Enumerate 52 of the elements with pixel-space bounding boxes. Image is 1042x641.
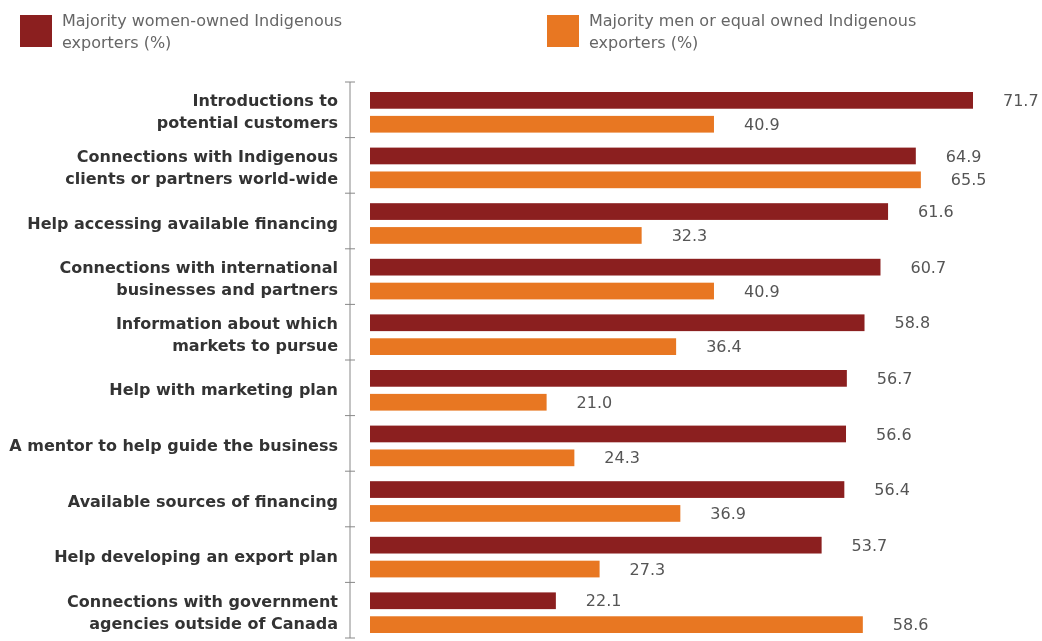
data-label: 36.4	[706, 337, 742, 357]
y-tick-label: Help developing an export plan	[54, 547, 338, 567]
data-label: 65.5	[950, 170, 987, 190]
y-tick-label: Connections with government agencies outside of Canada	[67, 591, 339, 633]
data-label: 56.7	[876, 368, 913, 388]
bar	[370, 616, 863, 633]
data-label: 27.3	[629, 559, 666, 579]
y-tick-label: Connections with international businesses and partners	[59, 258, 338, 300]
data-label: 40.9	[743, 114, 780, 134]
y-tick-label: A mentor to help guide the business	[9, 436, 338, 455]
y-tick-label: Introductions to potential customers	[156, 91, 339, 133]
bar	[370, 481, 845, 498]
bar	[370, 425, 847, 443]
bar	[370, 592, 556, 610]
data-label: 36.9	[710, 504, 746, 524]
bar	[370, 282, 714, 300]
y-tick-label: Available sources of financing	[67, 491, 338, 511]
data-label: 56.6	[876, 424, 912, 444]
data-label: 40.9	[743, 281, 780, 301]
data-label: 56.4	[874, 480, 910, 500]
data-label: 21.0	[576, 392, 613, 412]
data-label: 24.3	[604, 448, 640, 468]
data-label: 71.7	[1003, 90, 1039, 110]
data-label: 58.6	[892, 615, 929, 635]
y-tick-label: Help accessing available financing	[27, 213, 338, 233]
y-tick-label: Help with marketing plan	[109, 380, 338, 400]
y-tick-label: Information about which markets to pursue	[115, 313, 339, 355]
data-label: 32.3	[671, 226, 708, 246]
bar	[370, 115, 714, 133]
bar	[370, 338, 677, 355]
data-label: 53.7	[851, 535, 888, 555]
bar	[370, 449, 575, 467]
data-label: 61.6	[918, 202, 954, 222]
bar	[370, 393, 547, 411]
data-label: 60.7	[910, 257, 947, 277]
bar	[370, 92, 973, 109]
bar	[370, 560, 600, 578]
bar	[370, 314, 865, 332]
data-label: 64.9	[945, 146, 982, 166]
bar	[370, 370, 847, 387]
bar	[370, 536, 822, 554]
data-label: 22.1	[585, 591, 622, 611]
bar	[370, 147, 916, 165]
legend-label: Majority men or equal owned Indigenous exporters (%)	[589, 11, 917, 52]
bar	[370, 505, 681, 522]
bar	[370, 203, 889, 220]
bar	[370, 227, 642, 244]
legend-label: Majority women-owned Indigenous exporters (%)	[62, 11, 343, 52]
data-label: 58.8	[894, 313, 931, 333]
y-tick-label: Connections with Indigenous clients or partners world-wide	[65, 147, 339, 188]
bar	[370, 171, 921, 189]
bar	[370, 258, 881, 276]
